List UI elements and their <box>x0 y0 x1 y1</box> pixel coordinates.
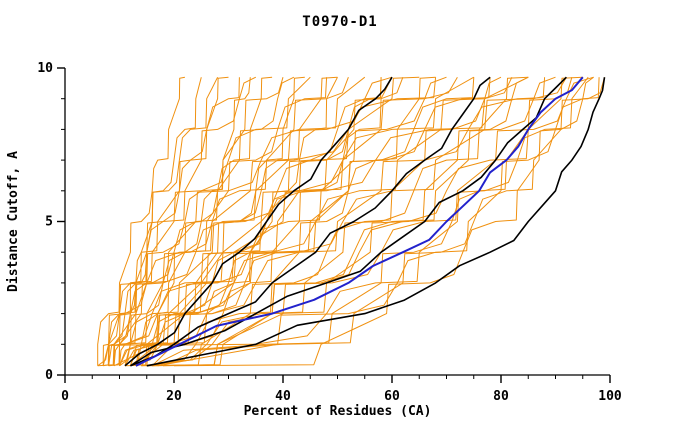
prediction-curve <box>141 76 502 367</box>
y-tick-label: 5 <box>45 215 53 230</box>
prediction-curve <box>124 77 328 366</box>
x-axis-label: Percent of Residues (CA) <box>244 404 432 419</box>
prediction-curve <box>113 77 382 367</box>
prediction-curve <box>124 76 567 367</box>
prediction-curve <box>113 77 284 366</box>
highlight-blue-curve <box>135 76 584 367</box>
prediction-curve <box>162 77 605 367</box>
prediction-curve <box>173 76 594 367</box>
prediction-curve <box>146 76 393 366</box>
reference-black-curve <box>146 77 606 367</box>
reference-black-curve <box>130 76 491 367</box>
prediction-curve <box>102 77 202 366</box>
prediction-curve <box>97 76 229 367</box>
prediction-curve <box>146 76 529 367</box>
prediction-curve <box>130 76 305 367</box>
y-tick-label: 0 <box>45 368 53 383</box>
x-tick-label: 0 <box>61 389 69 404</box>
prediction-curve <box>119 76 420 367</box>
prediction-curve <box>163 76 529 367</box>
prediction-curve <box>108 76 529 366</box>
prediction-curve <box>151 77 573 367</box>
plot-title: T0970-D1 <box>302 14 378 30</box>
prediction-curve <box>108 76 338 366</box>
x-tick-label: 60 <box>384 389 400 404</box>
prediction-curve <box>102 77 437 366</box>
prediction-curve <box>113 76 475 366</box>
prediction-curve <box>108 76 311 366</box>
prediction-curve <box>119 77 240 366</box>
prediction-curve <box>119 77 251 366</box>
prediction-curve <box>151 77 475 367</box>
reference-black-curve <box>129 76 567 367</box>
x-tick-label: 20 <box>166 389 182 404</box>
y-tick-label: 10 <box>37 61 53 76</box>
x-tick-label: 40 <box>275 389 291 404</box>
prediction-curve <box>124 76 447 367</box>
prediction-curve <box>152 76 436 367</box>
x-tick-label: 100 <box>598 389 622 404</box>
x-tick-label: 80 <box>493 389 509 404</box>
prediction-curve <box>108 76 393 367</box>
reference-black-curve <box>124 76 393 367</box>
prediction-curve <box>97 76 186 366</box>
y-axis-label: Distance Cutoff, A <box>6 151 21 292</box>
